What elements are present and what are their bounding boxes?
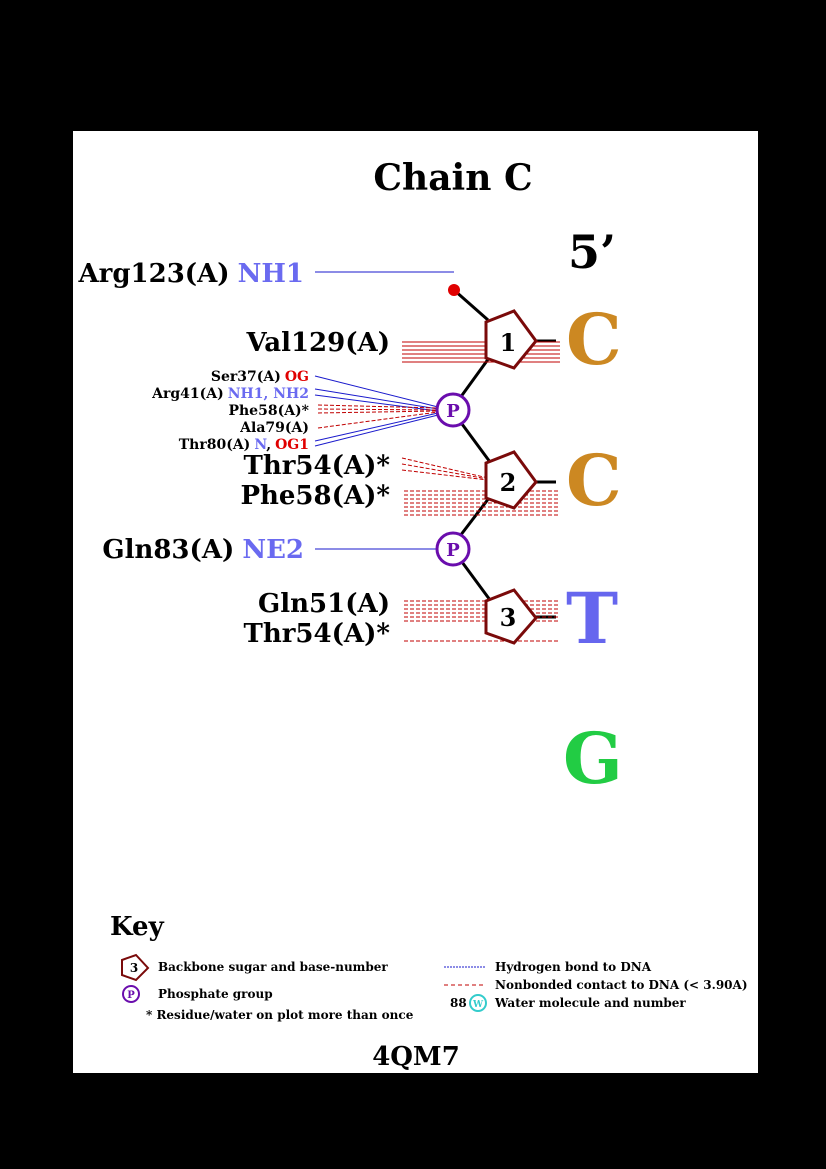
key-water-number: 88 (450, 996, 467, 1010)
phosphate-circle (435, 392, 471, 428)
backbone-link (460, 423, 492, 463)
key-water-icon (469, 994, 487, 1012)
nonbonded-line (317, 410, 439, 414)
base-letter-1: C (566, 298, 622, 381)
key-phosphate-label: Phosphate group (158, 987, 273, 1001)
atom-separator: , (266, 437, 271, 453)
nonbonded-line (317, 411, 439, 429)
backbone-link (458, 357, 491, 399)
residue-thr80: Thr80(A) N, OG1 (179, 437, 309, 453)
sugar-3: 3 (484, 588, 538, 645)
nonbonded-contacts (402, 341, 560, 363)
residue-arg123: Arg123(A) NH1 (77, 259, 304, 289)
key-hbond-label: Hydrogen bond to DNA (495, 960, 652, 974)
sugar-pentagon (484, 309, 538, 370)
hbond-line (314, 414, 439, 447)
legend-key: Key 3 Backbone sugar and base-number P P… (110, 912, 748, 1022)
pdb-id: 4QM7 (372, 1042, 460, 1072)
atom-name: N (254, 437, 267, 453)
hbond-line (314, 412, 439, 442)
sugar-pentagon (484, 450, 538, 510)
phosphate-1: P (435, 392, 471, 428)
sugar-pentagon (484, 588, 538, 645)
sugar-number: 3 (500, 603, 517, 632)
residue-name: Arg41(A) (151, 386, 224, 402)
nonbonded-line (317, 404, 439, 409)
five-prime-label: 5’ (568, 225, 616, 279)
hydrogen-bonds (314, 271, 454, 550)
key-sugar-number: 3 (130, 961, 138, 975)
hbond-line (314, 375, 439, 408)
atom-name: NH1, NH2 (228, 386, 309, 402)
base-letter-3: T (566, 577, 618, 660)
key-sugar-label: Backbone sugar and base-number (158, 960, 388, 974)
residue-name: Arg123(A) (77, 259, 229, 289)
phosphate-circle (435, 531, 471, 567)
hbond-line (314, 388, 439, 410)
page-title: Chain C (373, 157, 532, 199)
key-sugar-icon (121, 953, 150, 982)
backbone-link (460, 561, 492, 601)
phosphate-symbol: P (446, 540, 460, 561)
residue-val129: Val129(A) (245, 328, 390, 358)
residue-gln83: Gln83(A) NE2 (102, 535, 304, 565)
hbond-line (314, 394, 439, 412)
atom-name: NH1 (238, 259, 304, 289)
base-letter-4: G (563, 717, 623, 800)
residue-ser37: Ser37(A) OG (211, 369, 309, 385)
key-water-label: Water molecule and number (494, 996, 686, 1010)
key-star-label: * Residue/water on plot more than once (146, 1008, 414, 1022)
atom-name: OG1 (275, 437, 309, 453)
residue-gln51: Gln51(A) (258, 589, 390, 619)
nonbonded-line (317, 408, 439, 411)
backbone-link (453, 288, 489, 322)
key-phosphate-icon (122, 985, 140, 1003)
residue-name: Gln83(A) (102, 535, 234, 565)
backbone-link (458, 497, 491, 537)
key-phosphate-symbol: P (127, 990, 135, 1001)
residue-name: Thr80(A) (179, 437, 251, 453)
key-nonbonded-label: Nonbonded contact to DNA (< 3.90A) (495, 978, 748, 992)
residue-name: Ser37(A) (211, 369, 281, 385)
key-heading: Key (110, 912, 165, 942)
residue-arg41: Arg41(A) NH1, NH2 (151, 386, 309, 402)
sugar-2: 2 (484, 450, 538, 510)
phosphate-2: P (435, 531, 471, 567)
terminal-oxygen-atom (448, 284, 460, 296)
sugar-number: 1 (500, 328, 517, 357)
residue-phe58-large: Phe58(A)* (240, 481, 390, 511)
atom-name: OG (285, 369, 309, 385)
page-background (73, 131, 758, 1073)
key-water-symbol: W (472, 1000, 484, 1010)
sugar-number: 2 (500, 468, 517, 497)
phosphate-symbol: P (446, 401, 460, 422)
nonbonded-line (401, 469, 489, 481)
sugar-1: 1 (484, 309, 538, 370)
residue-thr54-upper: Thr54(A)* (243, 451, 390, 481)
nonbonded-line (401, 463, 489, 480)
residue-phe58-small: Phe58(A)* (228, 403, 309, 419)
residue-ala79: Ala79(A) (239, 420, 309, 436)
nonbonded-contacts-dashed (317, 404, 560, 642)
base-letter-2: C (566, 439, 622, 522)
residue-thr54-lower: Thr54(A)* (243, 619, 390, 649)
nonbonded-line (401, 457, 489, 479)
atom-name: NE2 (242, 535, 304, 565)
